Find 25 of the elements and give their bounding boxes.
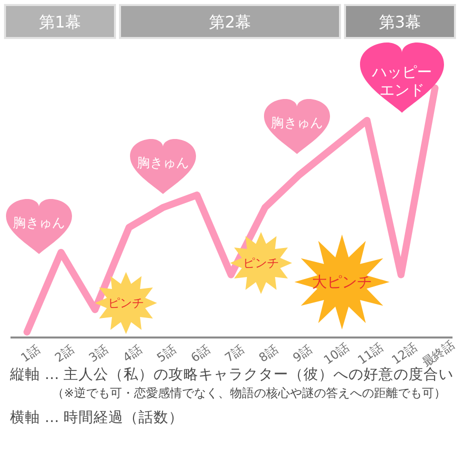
- x-tick-label: 8話: [256, 342, 280, 365]
- annotation: 胸きゅん: [13, 216, 65, 231]
- x-tick-label: 12話: [389, 340, 420, 368]
- x-tick-label: 10話: [321, 340, 352, 368]
- annotation: ピンチ: [243, 256, 279, 270]
- x-tick-label: 1話: [18, 342, 42, 365]
- x-tick-label: 7話: [222, 342, 246, 365]
- text: （※逆でも可・恋愛感情でなく、物語の核心や謎の答えへの距離でも可）: [52, 386, 446, 400]
- annotation: ハッピーエンド: [371, 63, 432, 99]
- text: 第3幕: [378, 12, 422, 32]
- text: 縦軸 … 主人公（私）の攻略キャラクター（彼）への好意の度合い: [9, 366, 454, 383]
- annotation: 大ピンチ: [312, 273, 372, 291]
- text: 第1幕: [38, 12, 82, 32]
- annotation: ピンチ: [108, 296, 144, 310]
- text: 第2幕: [208, 12, 252, 32]
- x-tick-label: 11話: [355, 340, 386, 368]
- x-tick-label: 3話: [86, 342, 110, 365]
- x-tick-label: 5話: [154, 342, 178, 365]
- x-tick-label: 6話: [188, 342, 212, 365]
- annotation: 胸きゅん: [271, 116, 323, 131]
- x-tick-label: 4話: [120, 342, 144, 365]
- annotation: 胸きゅん: [137, 156, 189, 171]
- x-tick-label: 2話: [52, 342, 76, 365]
- x-tick-label: 9話: [290, 342, 314, 365]
- text: 横軸 … 時間経過（話数）: [10, 409, 184, 426]
